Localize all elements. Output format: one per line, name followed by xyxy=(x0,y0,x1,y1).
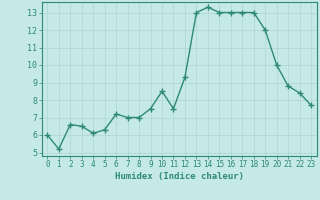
X-axis label: Humidex (Indice chaleur): Humidex (Indice chaleur) xyxy=(115,172,244,181)
